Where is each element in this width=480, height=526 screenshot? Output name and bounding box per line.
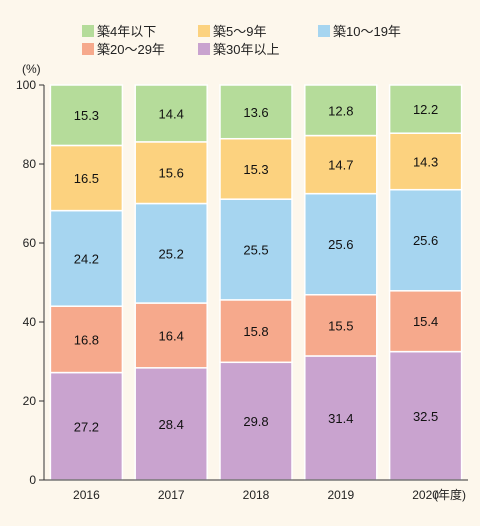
bar-segment bbox=[388, 188, 463, 292]
bar-value-label: 15.3 bbox=[74, 108, 99, 123]
x-axis-unit-label: (年度) bbox=[434, 487, 466, 502]
x-tick-label: 2017 bbox=[158, 488, 185, 502]
bar-segment bbox=[304, 293, 378, 357]
legend-swatch bbox=[318, 25, 330, 37]
bar-value-label: 15.8 bbox=[243, 324, 268, 339]
bar-value-label: 16.4 bbox=[159, 328, 184, 343]
bar-value-label: 15.3 bbox=[243, 162, 268, 177]
bar-value-label: 16.8 bbox=[74, 332, 99, 347]
bar-value-label: 25.6 bbox=[413, 233, 438, 248]
bar-value-label: 14.4 bbox=[159, 106, 184, 121]
bar-value-label: 25.6 bbox=[328, 237, 353, 252]
bar-value-label: 14.3 bbox=[413, 154, 438, 169]
bar-segment bbox=[219, 299, 293, 364]
bar-value-label: 27.2 bbox=[74, 419, 99, 434]
bar-value-label: 28.4 bbox=[159, 417, 184, 432]
bar-value-label: 32.5 bbox=[413, 409, 438, 424]
legend-label: 築4年以下 bbox=[97, 24, 156, 39]
bar-value-label: 25.2 bbox=[159, 246, 184, 261]
x-tick-label: 2019 bbox=[327, 488, 354, 502]
bar-segment bbox=[49, 305, 124, 374]
legend-swatch bbox=[198, 25, 210, 37]
legend-swatch bbox=[82, 43, 94, 55]
bar-value-label: 15.4 bbox=[413, 314, 438, 329]
y-tick-label: 60 bbox=[23, 236, 37, 250]
bar-segment bbox=[304, 192, 378, 296]
bar-value-label: 15.6 bbox=[159, 166, 184, 181]
y-tick-label: 80 bbox=[23, 157, 37, 171]
bar-segment bbox=[134, 367, 208, 481]
bar-segment bbox=[49, 144, 124, 212]
bar-value-label: 15.5 bbox=[328, 318, 353, 333]
bar-segment bbox=[304, 84, 378, 137]
bar-segment bbox=[219, 361, 293, 481]
bar-value-label: 24.2 bbox=[74, 251, 99, 266]
bar-segment bbox=[388, 132, 463, 191]
bar-segment bbox=[134, 141, 208, 205]
bar-value-label: 13.6 bbox=[243, 105, 268, 120]
legend-swatch bbox=[198, 43, 210, 55]
y-tick-label: 40 bbox=[23, 315, 37, 329]
bar-segment bbox=[134, 302, 208, 369]
x-axis: 2016 2017 2018 2019 2020 bbox=[44, 479, 468, 502]
bar-segment bbox=[219, 84, 293, 140]
bar-value-label: 14.7 bbox=[328, 158, 353, 173]
bar-segment bbox=[388, 350, 463, 481]
legend-label: 築5〜9年 bbox=[213, 24, 266, 39]
bar-segment bbox=[134, 202, 208, 304]
legend-swatch bbox=[82, 25, 94, 37]
bar-segment bbox=[219, 137, 293, 200]
bar-value-label: 29.8 bbox=[243, 414, 268, 429]
bar-value-label: 16.5 bbox=[74, 171, 99, 186]
bar-value-label: 12.2 bbox=[413, 102, 438, 117]
bar-segment bbox=[388, 290, 463, 353]
y-axis: 0 20 40 60 80 100 bbox=[16, 78, 45, 487]
x-tick-label: 2020 bbox=[412, 488, 439, 502]
bar-segment bbox=[304, 355, 378, 481]
y-tick-label: 100 bbox=[16, 78, 36, 92]
x-tick-label: 2018 bbox=[243, 488, 270, 502]
bar-segment bbox=[219, 198, 293, 301]
bar-segment bbox=[49, 209, 124, 307]
bars: 27.2 16.8 24.2 16.5 15.3 28.4 16.4 25.2 15.6 14.4… bbox=[49, 84, 463, 481]
legend-label: 築30年以上 bbox=[213, 42, 279, 57]
bar-value-label: 25.5 bbox=[243, 243, 268, 258]
bar-segment bbox=[388, 84, 463, 134]
y-tick-label: 20 bbox=[23, 394, 37, 408]
bar-value-label: 31.4 bbox=[328, 411, 353, 426]
x-tick-label: 2016 bbox=[73, 488, 100, 502]
legend-label: 築10〜19年 bbox=[333, 24, 401, 39]
legend-label: 築20〜29年 bbox=[97, 42, 165, 57]
y-axis-unit-label: (%) bbox=[22, 62, 41, 76]
y-tick-label: 0 bbox=[29, 473, 36, 487]
bar-value-label: 12.8 bbox=[328, 103, 353, 118]
bar-segment bbox=[49, 84, 124, 147]
bar-segment bbox=[134, 84, 208, 143]
